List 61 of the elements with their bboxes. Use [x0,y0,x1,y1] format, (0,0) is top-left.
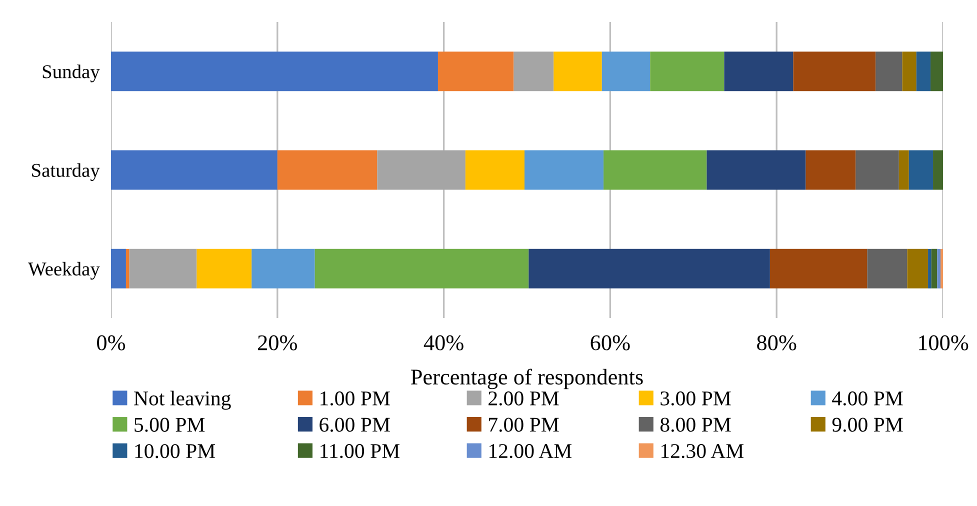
bar [916,52,931,92]
legend-label: 11.00 PM [320,444,400,458]
bar [277,150,378,190]
bar [126,248,130,288]
x-tick-label: 20% [258,335,298,350]
legend-label: 2.00 PM [488,391,559,406]
x-tick-label: 40% [424,335,464,350]
legend-label: 10.00 PM [135,444,216,458]
bar [876,52,902,92]
bar [907,248,928,288]
bar [377,150,466,190]
legend-label: 1.00 PM [320,391,390,406]
x-tick-label: 0% [97,335,126,350]
bar [931,248,938,288]
legend-label: 12.30 AM [661,444,744,458]
bar [111,150,278,190]
bar [438,52,514,92]
bar [706,150,806,190]
legend-label: 7.00 PM [489,418,559,432]
y-tick-label: Sunday [42,64,100,82]
x-tick-label: 100% [919,335,968,350]
bar [524,150,604,190]
bar [902,52,916,92]
x-tick-label: 60% [590,335,630,350]
bar [937,248,941,288]
bar [806,150,856,190]
bar [650,52,724,92]
legend-label: 12.00 AM [489,444,572,458]
legend-label: 6.00 PM [320,418,390,432]
bar [465,150,525,190]
bar [604,150,707,190]
legend-label: 4.00 PM [832,391,903,406]
y-tick-label: Weekday [28,262,100,280]
bar [724,52,794,92]
legend-label: Not leaving [134,390,231,410]
bar [314,248,529,288]
bar [129,248,197,288]
bar [528,248,770,288]
bar [111,52,438,92]
bar [514,52,554,92]
bar [196,248,252,288]
bar [856,150,899,190]
bar [930,52,943,92]
legend-label: 8.00 PM [660,418,731,432]
legend-label: 9.00 PM [832,418,903,432]
bar [928,248,932,288]
bar [867,248,908,288]
bar [908,150,934,190]
x-tick-label: 80% [757,335,796,350]
bar [554,52,602,92]
bar [111,248,126,288]
legend-label: 5.00 PM [134,418,205,432]
y-tick-label: Saturday [32,163,100,181]
bar [933,150,943,190]
x-axis-title: Percentage of respondents [411,368,643,390]
bar [793,52,876,92]
bar [770,248,868,288]
bar [898,150,909,190]
bar [252,248,315,288]
bar [602,52,650,92]
legend-label: 3.00 PM [660,391,731,406]
